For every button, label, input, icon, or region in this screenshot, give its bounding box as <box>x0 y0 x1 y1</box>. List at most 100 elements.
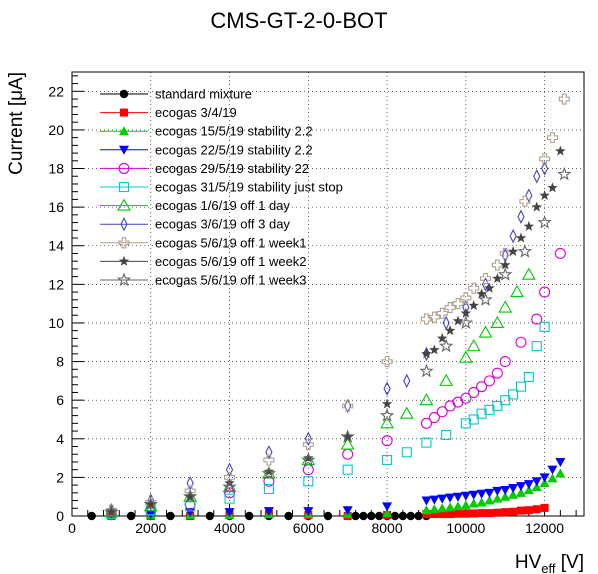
legend-marker <box>120 108 128 117</box>
x-tick-label: 6000 <box>293 520 324 536</box>
data-point <box>460 418 471 429</box>
data-point <box>515 487 526 497</box>
data-point <box>245 511 254 521</box>
data-point <box>420 313 433 325</box>
data-point <box>444 325 456 336</box>
x-tick-label: 2000 <box>135 520 166 536</box>
data-point <box>460 500 471 510</box>
data-point <box>429 344 440 355</box>
data-point <box>265 445 273 460</box>
legend-label: ecogas 1/6/19 off 1 day <box>155 198 290 213</box>
series-9 <box>106 145 566 517</box>
data-point <box>537 215 552 229</box>
data-point <box>263 483 274 495</box>
data-point <box>461 509 470 518</box>
data-point <box>224 508 235 518</box>
data-point <box>540 503 549 512</box>
data-point <box>261 466 276 479</box>
data-point <box>166 511 175 521</box>
legend-entry: standard mixture <box>100 87 252 102</box>
data-point <box>491 367 503 379</box>
data-point <box>452 315 464 326</box>
data-point <box>452 298 464 310</box>
data-point <box>525 188 533 203</box>
legend-label: ecogas 5/6/19 off 1 week1 <box>155 235 307 250</box>
data-point <box>478 325 493 338</box>
data-point <box>557 166 572 181</box>
y-tick-label: 20 <box>48 122 64 138</box>
data-point <box>430 510 439 519</box>
legend: standard mixture ecogas 3/4/19 ecogas 15/5… <box>100 87 343 288</box>
legend-marker <box>118 237 130 249</box>
data-point <box>421 496 432 506</box>
legend-marker <box>116 272 132 287</box>
legend-entry: ecogas 22/5/19 stability 2.2 <box>100 142 313 157</box>
data-point <box>499 356 511 368</box>
data-point <box>492 400 503 412</box>
data-point <box>555 468 566 478</box>
legend-label: ecogas 3/6/19 off 3 day <box>155 217 290 232</box>
data-point <box>510 284 524 298</box>
data-point <box>223 487 236 499</box>
data-point <box>342 506 353 516</box>
data-point <box>547 473 558 483</box>
data-point <box>484 495 495 505</box>
data-point <box>302 464 314 476</box>
data-point <box>476 381 488 393</box>
legend-label: standard mixture <box>155 87 252 102</box>
data-point <box>508 489 519 499</box>
data-point <box>301 452 316 466</box>
data-point <box>445 493 456 503</box>
data-point <box>359 511 368 521</box>
legend-label: ecogas 31/5/19 stability just stop <box>155 180 343 195</box>
data-point <box>401 447 412 458</box>
data-point <box>263 507 274 517</box>
data-point <box>303 452 314 463</box>
data-point <box>492 486 503 496</box>
data-point <box>458 315 474 330</box>
legend-label: ecogas 15/5/19 stability 2.2 <box>155 124 313 139</box>
data-point <box>466 339 481 352</box>
grid <box>71 72 584 517</box>
data-point <box>476 489 487 499</box>
data-point <box>500 395 511 406</box>
data-point <box>303 507 314 517</box>
data-point <box>438 338 454 353</box>
data-point <box>399 406 414 419</box>
data-point <box>458 350 473 363</box>
data-point <box>558 93 570 105</box>
data-point <box>284 511 293 521</box>
data-point <box>491 259 503 271</box>
data-point <box>301 452 316 467</box>
data-point <box>437 503 448 513</box>
x-tick-label: 0 <box>68 520 76 536</box>
legend-marker <box>119 145 129 155</box>
data-point <box>460 491 471 501</box>
x-axis-title-unit: [V] <box>555 552 584 573</box>
data-point <box>493 508 502 517</box>
data-point <box>436 406 448 418</box>
legend-entry: ecogas 3/4/19 <box>100 105 237 120</box>
series-7 <box>107 161 549 518</box>
data-point <box>468 414 479 425</box>
data-point <box>531 313 543 325</box>
data-point <box>379 407 395 422</box>
data-point <box>452 396 464 408</box>
data-point <box>406 511 415 521</box>
data-point <box>351 511 360 521</box>
data-point <box>444 400 456 412</box>
data-point <box>507 246 519 256</box>
data-point <box>517 243 533 258</box>
chart-title: CMS-GT-2-0-BOT <box>210 8 387 33</box>
data-point <box>498 300 513 313</box>
data-point <box>508 389 519 400</box>
data-point <box>303 476 314 487</box>
data-point <box>521 267 536 280</box>
y-tick-label: 0 <box>56 508 64 524</box>
y-tick-label: 4 <box>56 431 64 447</box>
data-point <box>182 489 198 503</box>
data-point <box>340 437 355 450</box>
data-point <box>484 404 495 415</box>
data-point <box>222 479 237 493</box>
data-point <box>515 381 527 392</box>
